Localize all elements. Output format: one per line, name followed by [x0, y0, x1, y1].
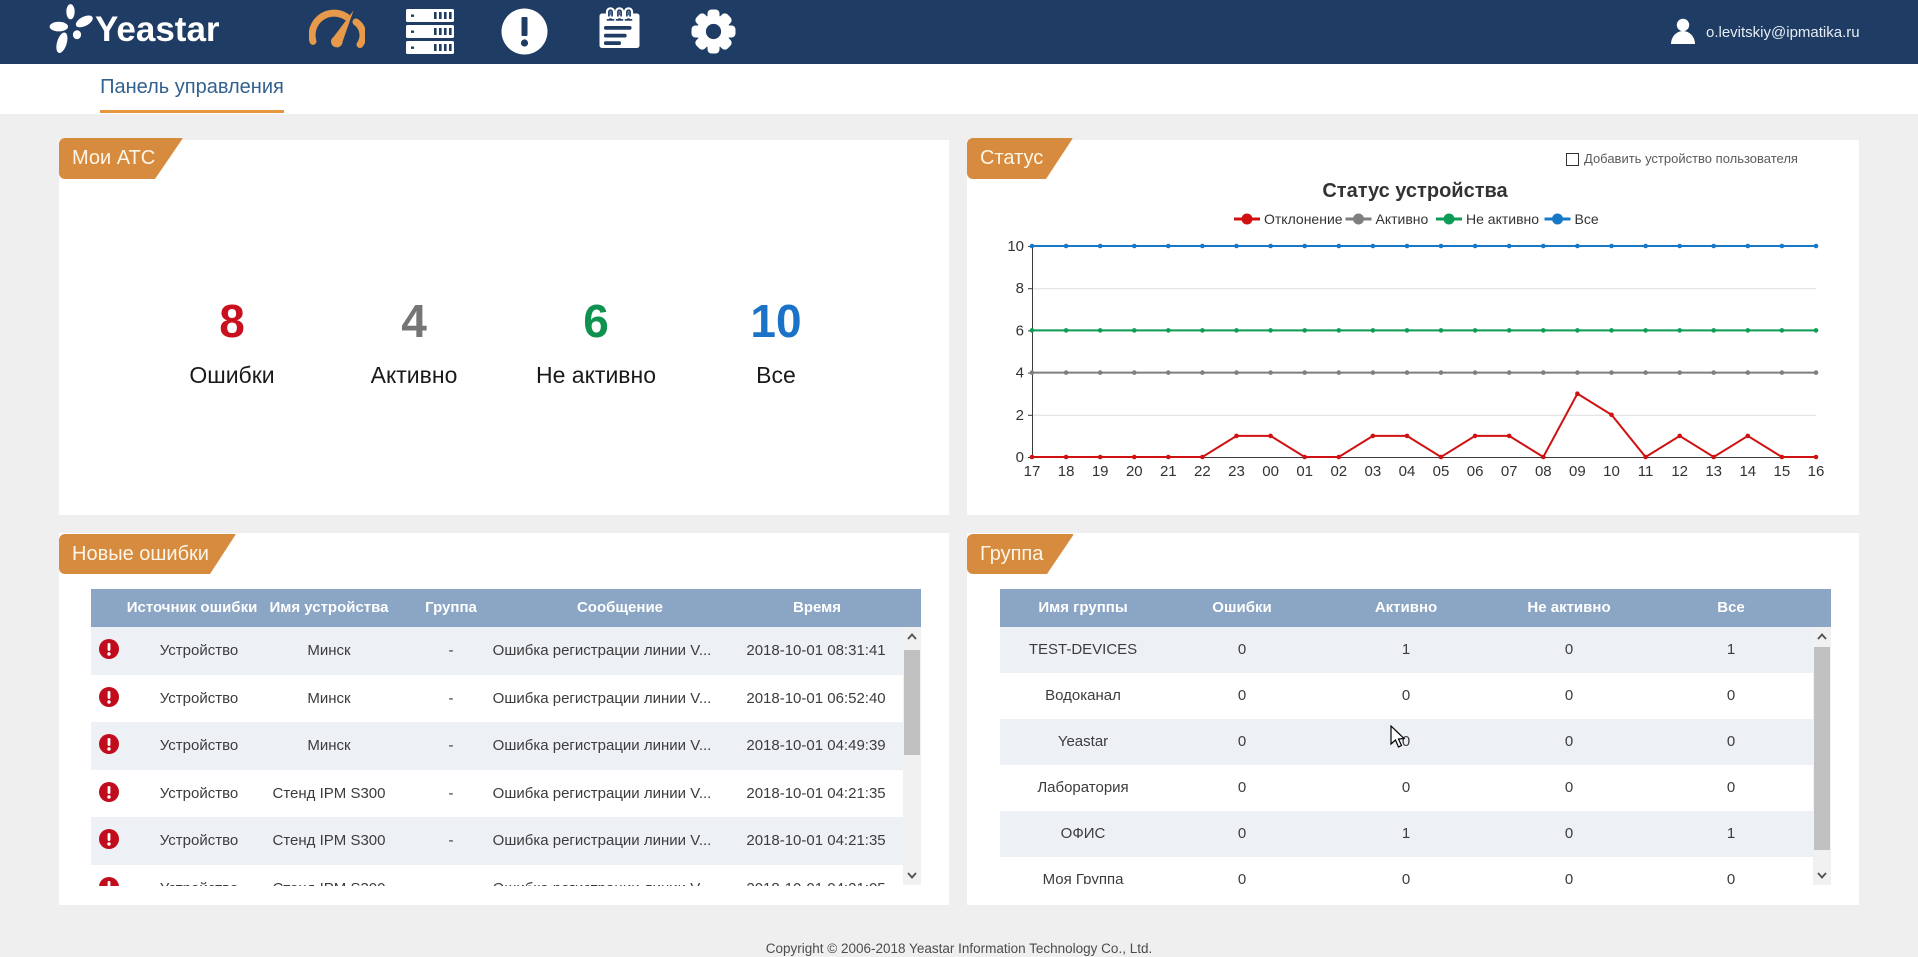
- svg-text:2: 2: [1016, 407, 1024, 424]
- svg-text:05: 05: [1433, 463, 1450, 480]
- svg-text:Статус устройства: Статус устройства: [1322, 180, 1508, 202]
- svg-text:06: 06: [1467, 463, 1484, 480]
- svg-text:8: 8: [1016, 280, 1024, 297]
- svg-text:09: 09: [1569, 463, 1586, 480]
- svg-text:17: 17: [1024, 463, 1041, 480]
- svg-text:16: 16: [1808, 463, 1825, 480]
- svg-text:23: 23: [1228, 463, 1245, 480]
- svg-text:6: 6: [1016, 322, 1024, 339]
- svg-text:12: 12: [1671, 463, 1688, 480]
- svg-text:01: 01: [1296, 463, 1313, 480]
- svg-text:20: 20: [1126, 463, 1143, 480]
- svg-text:03: 03: [1365, 463, 1382, 480]
- svg-text:08: 08: [1535, 463, 1552, 480]
- svg-text:15: 15: [1774, 463, 1791, 480]
- svg-text:0: 0: [1016, 449, 1024, 466]
- svg-text:14: 14: [1739, 463, 1756, 480]
- svg-text:04: 04: [1399, 463, 1416, 480]
- svg-text:10: 10: [1007, 238, 1024, 255]
- svg-text:Отклонение: Отклонение: [1264, 211, 1343, 227]
- svg-text:07: 07: [1501, 463, 1518, 480]
- svg-text:00: 00: [1262, 463, 1279, 480]
- svg-text:21: 21: [1160, 463, 1177, 480]
- svg-text:11: 11: [1638, 463, 1654, 480]
- svg-text:Все: Все: [1575, 211, 1599, 227]
- svg-text:19: 19: [1092, 463, 1109, 480]
- svg-text:02: 02: [1330, 463, 1347, 480]
- svg-text:22: 22: [1194, 463, 1211, 480]
- svg-text:4: 4: [1016, 365, 1024, 382]
- svg-text:Активно: Активно: [1376, 211, 1429, 227]
- svg-text:13: 13: [1705, 463, 1722, 480]
- svg-text:Не активно: Не активно: [1466, 211, 1539, 227]
- svg-text:18: 18: [1058, 463, 1075, 480]
- svg-text:10: 10: [1603, 463, 1620, 480]
